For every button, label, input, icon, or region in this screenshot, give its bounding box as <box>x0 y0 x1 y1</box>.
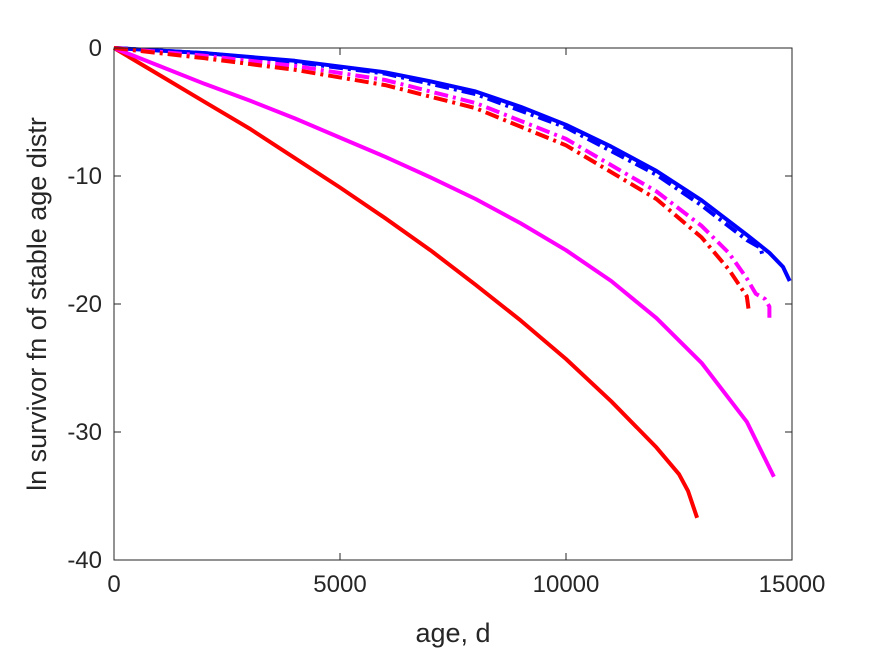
x-tick-label: 15000 <box>759 571 826 598</box>
y-tick-label: -10 <box>67 163 102 190</box>
series-line-4 <box>113 46 765 256</box>
series-line-2 <box>113 46 776 478</box>
x-axis-label: age, d <box>415 618 490 648</box>
series-line-5 <box>113 46 772 320</box>
y-tick-label: 0 <box>89 35 102 62</box>
x-tick-label: 5000 <box>313 571 366 598</box>
series-line-6 <box>113 46 752 314</box>
series-line-1 <box>112 46 699 519</box>
y-tick-label: -20 <box>67 291 102 318</box>
x-tick-label: 0 <box>107 571 120 598</box>
series-layer <box>112 46 792 519</box>
x-tick-label: 10000 <box>533 571 600 598</box>
y-tick-label: -40 <box>67 547 102 574</box>
y-tick-label: -30 <box>67 419 102 446</box>
tick-layer: 0 5000 10000 15000 -40 -30 -20 -10 0 <box>67 35 825 598</box>
series-line-3 <box>113 46 792 282</box>
y-axis-label: ln survivor fn of stable age distr <box>22 117 52 491</box>
